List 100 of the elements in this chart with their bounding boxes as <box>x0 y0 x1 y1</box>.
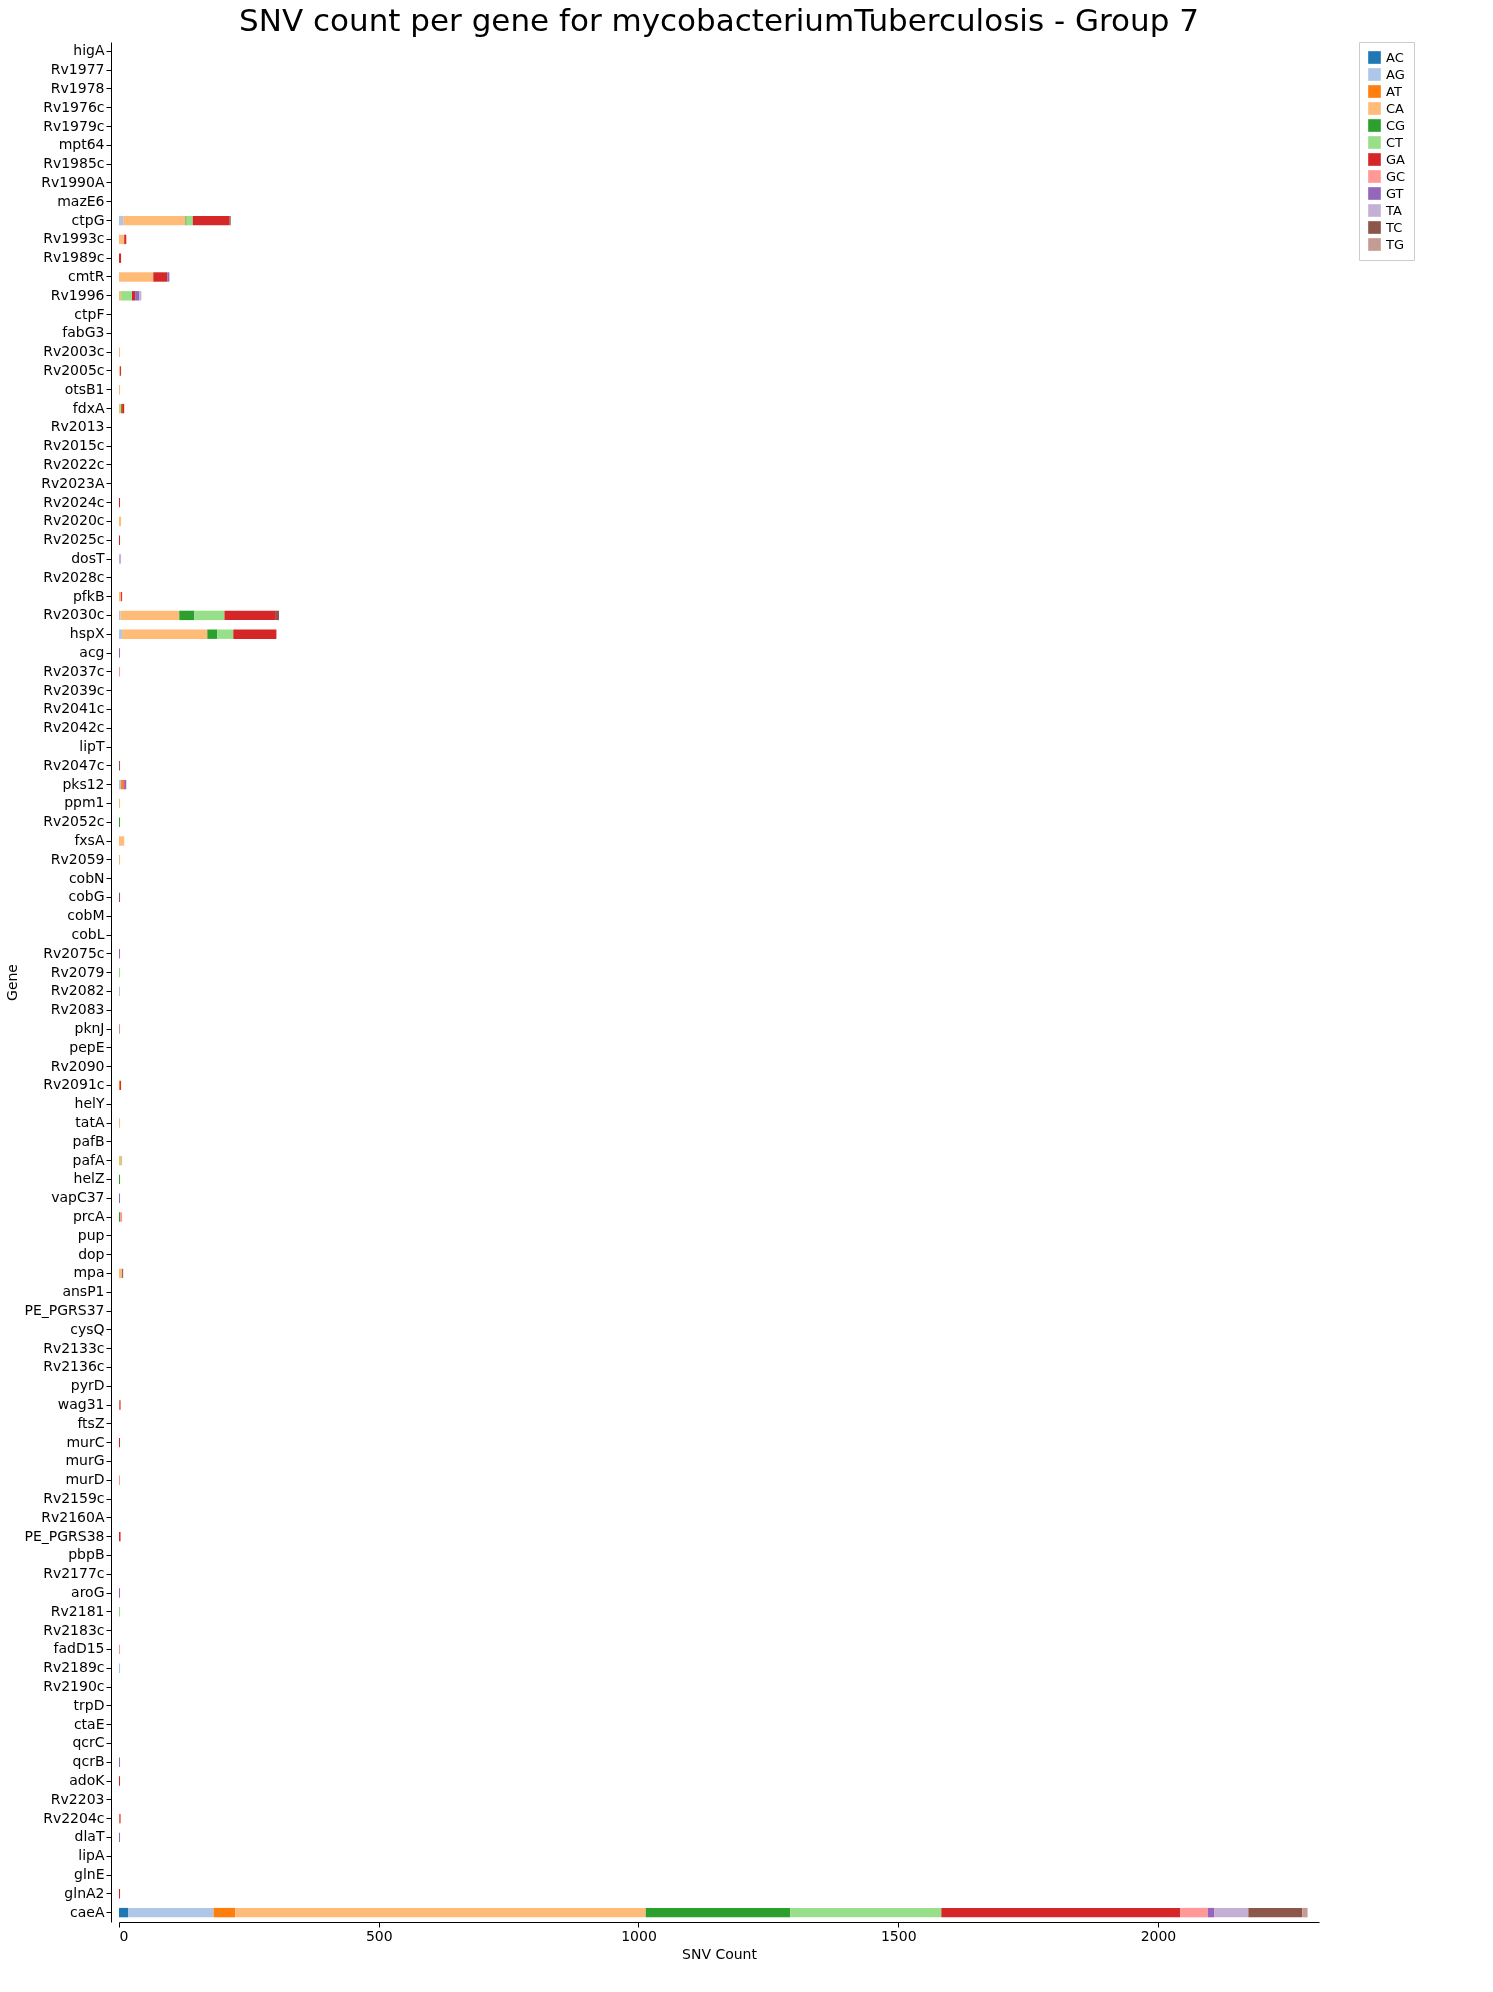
y-tick-label: otsB1 <box>64 380 105 397</box>
y-tick-label: dlaT <box>74 1828 105 1845</box>
y-tick-label: Rv2083 <box>50 1001 105 1018</box>
y-tick-label: caeA <box>70 1903 105 1920</box>
bar <box>119 253 122 263</box>
bar <box>207 629 218 639</box>
legend-label: GT <box>1386 185 1404 201</box>
y-tick-label: pepE <box>69 1038 105 1055</box>
y-tick-label: cysQ <box>70 1320 105 1337</box>
y-tick-label: tatA <box>75 1114 105 1130</box>
bar <box>123 215 186 226</box>
y-tick-label: Rv1996 <box>50 286 105 303</box>
legend-label: TG <box>1385 236 1405 252</box>
y-tick-label: mazE6 <box>57 192 105 209</box>
x-tick-label: 500 <box>365 1927 393 1944</box>
y-tick-label: Rv2159c <box>43 1490 105 1506</box>
y-tick-label: Rv2190c <box>43 1678 105 1694</box>
bar <box>179 610 195 621</box>
y-tick-label: helZ <box>73 1170 105 1187</box>
y-tick-label: pyrD <box>70 1377 105 1394</box>
y-tick-label: pks12 <box>62 775 105 792</box>
y-tick-label: Rv2082 <box>50 982 105 999</box>
y-tick-label: glnE <box>74 1866 105 1882</box>
bar <box>213 1907 236 1918</box>
y-tick-label: helY <box>74 1095 105 1112</box>
y-tick-label: Rv1989c <box>43 249 105 266</box>
y-tick-label: lipT <box>79 738 105 754</box>
legend-label: AT <box>1386 83 1402 99</box>
legend-label: CG <box>1386 117 1406 133</box>
bar <box>275 610 279 621</box>
bar <box>119 291 122 301</box>
y-tick-label: Rv2059 <box>50 850 105 867</box>
y-tick-label: ctpG <box>71 211 105 228</box>
y-tick-label: pbpB <box>68 1546 105 1563</box>
y-tick-label: murD <box>65 1471 105 1488</box>
y-tick-label: Rv2079 <box>50 963 105 980</box>
y-tick-label: Rv2160A <box>41 1508 105 1525</box>
y-tick-label: cmtR <box>67 268 105 284</box>
y-tick-label: vapC37 <box>51 1189 105 1206</box>
y-tick-label: adoK <box>69 1772 106 1788</box>
bar <box>194 610 225 621</box>
legend-label: GC <box>1386 168 1406 184</box>
y-tick-label: Rv2015c <box>43 437 105 454</box>
y-tick-label: cobG <box>68 888 105 905</box>
y-tick-label: ppm1 <box>64 794 105 811</box>
y-tick-label: Rv2177c <box>43 1565 105 1582</box>
y-tick-label: Rv1990A <box>41 174 105 190</box>
y-tick-label: ansP1 <box>62 1283 105 1300</box>
bar <box>139 291 142 301</box>
y-tick-label: higA <box>73 42 105 59</box>
y-tick-label: Rv2020c <box>43 512 105 529</box>
y-tick-label: Rv2075c <box>43 944 105 961</box>
y-tick-label: qcrB <box>72 1753 105 1770</box>
y-tick-label: Rv2181 <box>50 1602 105 1619</box>
y-tick-label: Rv2042c <box>43 719 105 736</box>
y-tick-label: glnA2 <box>64 1884 105 1901</box>
y-tick-label: ctpF <box>74 305 105 322</box>
y-tick-label: Rv2025c <box>43 531 105 548</box>
y-tick-label: fdxA <box>72 399 105 416</box>
x-axis-title: SNV Count <box>682 1945 758 1962</box>
y-tick-label: Rv2052c <box>43 813 105 830</box>
y-tick-label: fabG3 <box>62 324 105 341</box>
bar <box>790 1907 942 1918</box>
y-tick-label: pup <box>77 1226 105 1243</box>
y-tick-label: cobL <box>71 926 105 942</box>
y-tick-label: fxsA <box>74 832 105 848</box>
y-tick-label: acg <box>79 644 105 660</box>
y-tick-label: murC <box>66 1433 105 1450</box>
y-tick-label: Rv2005c <box>43 362 105 378</box>
y-tick-label: murG <box>65 1452 105 1469</box>
y-tick-label: hspX <box>69 625 105 642</box>
x-tick-label: 0 <box>119 1927 129 1944</box>
y-tick-label: trpD <box>73 1696 105 1713</box>
bar <box>233 629 277 639</box>
bar <box>131 291 136 301</box>
bar <box>192 215 230 226</box>
y-tick-label: Rv2091c <box>43 1076 105 1093</box>
y-tick-label: Rv2039c <box>43 681 105 698</box>
y-axis-title: Gene <box>4 964 21 1001</box>
y-tick-label: Rv2030c <box>43 606 105 623</box>
legend-label: CT <box>1386 134 1404 150</box>
bar <box>1207 1907 1215 1918</box>
legend-label: TC <box>1385 219 1403 235</box>
bar <box>1214 1907 1249 1918</box>
y-tick-label: Rv2022c <box>43 456 105 472</box>
bar <box>186 215 193 226</box>
y-tick-label: mpa <box>73 1264 105 1281</box>
y-tick-label: cobM <box>67 907 105 924</box>
bar <box>153 272 168 282</box>
bar <box>1180 1907 1208 1918</box>
y-tick-label: Rv1976c <box>43 98 105 115</box>
y-tick-label: Rv2028c <box>43 568 105 585</box>
y-tick-label: Rv1978 <box>50 80 105 96</box>
bar <box>135 291 140 301</box>
bar <box>119 554 122 564</box>
y-tick-label: Rv2204c <box>43 1809 105 1826</box>
y-tick-label: Rv2133c <box>43 1339 105 1356</box>
bar <box>167 272 170 282</box>
bar <box>119 1907 129 1918</box>
y-tick-label: ftsZ <box>77 1414 105 1431</box>
